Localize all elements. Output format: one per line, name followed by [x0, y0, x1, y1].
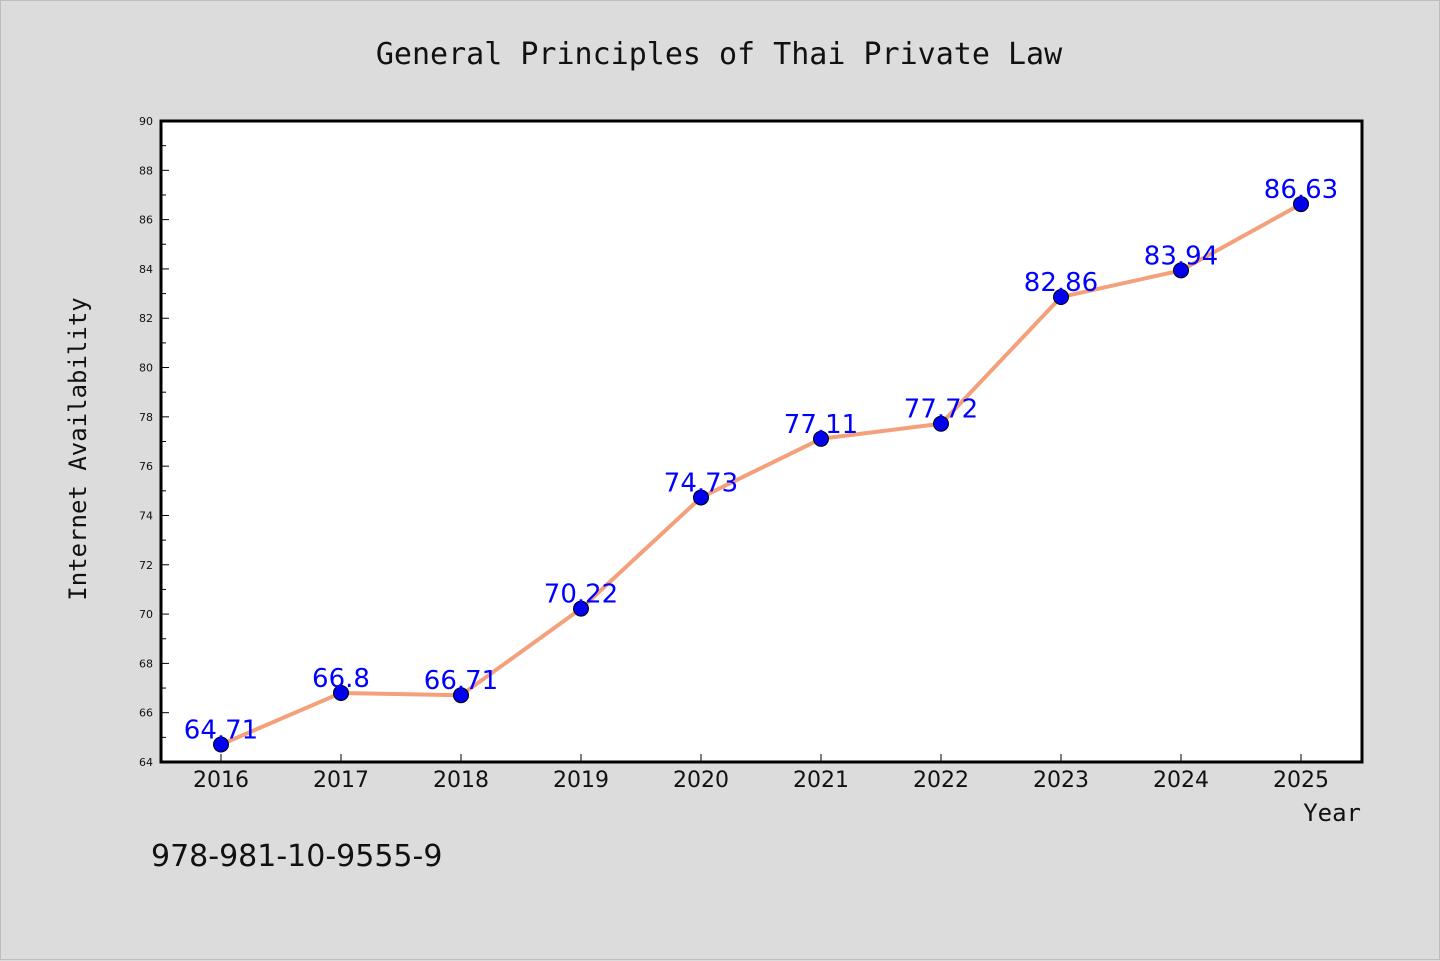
y-axis: 64 66 68 70 72 74 76 78 80 82 84 86 88 90: [139, 115, 169, 769]
x-tick-label: 2019: [553, 768, 609, 793]
data-point: [573, 600, 589, 617]
y-tick-label: 74: [139, 509, 153, 522]
data-point: [933, 415, 949, 432]
data-label: 83.94: [1144, 241, 1218, 271]
x-tick-label: 2022: [913, 768, 969, 793]
data-point: [693, 489, 709, 506]
data-point: [1173, 262, 1189, 279]
x-tick-label: 2018: [433, 768, 489, 793]
x-axis-label: Year: [1303, 799, 1361, 827]
x-tick-label: 2024: [1153, 768, 1209, 793]
y-tick-label: 68: [139, 657, 153, 670]
y-tick-label: 70: [139, 608, 153, 621]
data-point: [1053, 289, 1069, 306]
x-tick-label: 2017: [313, 768, 369, 793]
data-label: 70.22: [544, 580, 618, 610]
data-point: [1293, 196, 1309, 213]
y-tick-label: 80: [139, 362, 153, 375]
y-tick-label: 86: [139, 214, 153, 227]
x-tick-label: 2016: [193, 768, 249, 793]
data-point: [333, 684, 349, 701]
x-tick-label: 2023: [1033, 768, 1089, 793]
x-tick-label: 2020: [673, 768, 729, 793]
data-point: [213, 736, 229, 753]
data-point: [813, 430, 829, 447]
x-axis: 2016 2017 2018 2019 2020 2021 2022 2023 2024 2025: [193, 754, 1329, 793]
y-tick-label: 66: [139, 707, 153, 720]
footnote-isbn: 978-981-10-9555-9: [151, 839, 442, 874]
data-point: [453, 687, 469, 704]
y-tick-label: 82: [139, 312, 153, 325]
y-tick-label: 76: [139, 460, 153, 473]
series-layer: 64.71 66.8 66.71 70.22 74.73 77.11 77.72 82.86 8…: [184, 175, 1338, 753]
data-label: 77.11: [784, 410, 858, 440]
data-label: 66.71: [424, 666, 498, 696]
data-label: 74.73: [664, 468, 738, 498]
data-label: 86.63: [1264, 175, 1338, 205]
y-tick-label: 88: [139, 164, 153, 177]
y-tick-label: 64: [139, 756, 153, 769]
y-tick-label: 90: [139, 115, 153, 128]
data-label: 82.86: [1024, 268, 1098, 298]
data-label: 64.71: [184, 715, 258, 745]
plot-area: [159, 119, 1364, 764]
chart-title: General Principles of Thai Private Law: [376, 37, 1063, 72]
y-tick-label: 84: [139, 263, 153, 276]
data-label: 77.72: [904, 395, 978, 425]
data-label: 66.8: [312, 664, 370, 694]
x-tick-label: 2021: [793, 768, 849, 793]
y-tick-label: 72: [139, 559, 153, 572]
y-tick-label: 78: [139, 411, 153, 424]
y-axis-label: Internet Availability: [64, 297, 92, 600]
series-line: [219, 202, 1303, 747]
x-tick-label: 2025: [1273, 768, 1329, 793]
